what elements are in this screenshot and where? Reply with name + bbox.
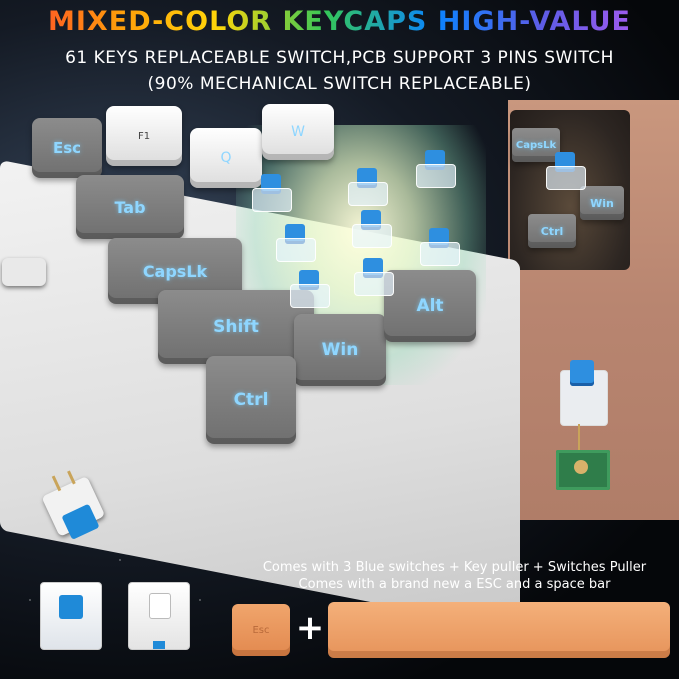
key-f1: F1 bbox=[106, 106, 182, 166]
subtitle-line-1: 61 KEYS REPLACEABLE SWITCH,PCB SUPPORT 3… bbox=[65, 48, 614, 68]
inset-key-capslock: CapsLk bbox=[512, 128, 560, 162]
switch-front-view bbox=[40, 582, 102, 650]
accessories-note-line-2: Comes with a brand new a ESC and a space… bbox=[298, 577, 611, 592]
key-alt: Alt bbox=[384, 270, 476, 342]
blue-switch bbox=[252, 170, 292, 212]
key-esc: Esc bbox=[32, 118, 102, 178]
lifted-blue-switch bbox=[546, 148, 586, 190]
key-tab: Tab bbox=[76, 175, 184, 239]
orange-esc-keycap: Esc bbox=[232, 604, 290, 656]
blue-switch bbox=[276, 220, 316, 262]
switch-on-pcb-illustration bbox=[548, 360, 618, 490]
inset-key-win: Win bbox=[580, 186, 624, 220]
blue-switch bbox=[420, 224, 460, 266]
plus-sign: + bbox=[295, 608, 325, 648]
key-win: Win bbox=[294, 314, 386, 386]
switch-back-view bbox=[128, 582, 190, 650]
page-title: MIXED-COLOR KEYCAPS HIGH-VALUE bbox=[0, 6, 679, 37]
blue-switch bbox=[290, 266, 330, 308]
subtitle-line-2: (90% MECHANICAL SWITCH REPLACEABLE) bbox=[147, 74, 532, 94]
switch-removal-closeup: CapsLk Win Ctrl bbox=[510, 110, 630, 270]
inset-key-ctrl: Ctrl bbox=[528, 214, 576, 248]
blue-switch bbox=[354, 254, 394, 296]
key-ctrl: Ctrl bbox=[206, 356, 296, 444]
accessories-note-line-1: Comes with 3 Blue switches + Key puller … bbox=[262, 560, 647, 575]
key-q: Q bbox=[190, 128, 262, 188]
usb-cable-connector bbox=[2, 258, 46, 286]
blue-switch bbox=[348, 164, 388, 206]
key-shift: Shift bbox=[158, 290, 314, 364]
blue-switch bbox=[352, 206, 392, 248]
blue-switch bbox=[416, 146, 456, 188]
key-w: W bbox=[262, 104, 334, 160]
orange-spacebar-keycap bbox=[328, 602, 670, 658]
